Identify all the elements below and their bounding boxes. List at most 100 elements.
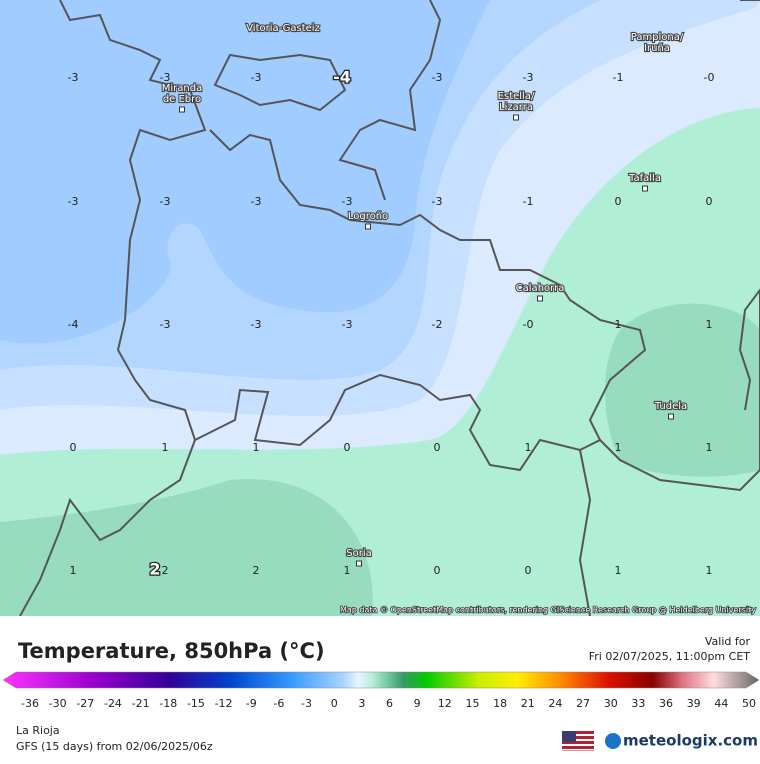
grid-value: -0 [523,318,534,331]
grid-value: 1 [525,441,532,454]
city-marker [642,185,648,192]
grid-value: 1 [253,441,260,454]
tick-label: -30 [49,697,67,710]
grid-value: 0 [525,564,532,577]
tick-label: -21 [132,697,150,710]
tick-label: 24 [548,697,562,710]
tick-label: -18 [159,697,177,710]
tick-label: 21 [521,697,535,710]
tick-label: -6 [273,697,284,710]
grid-value: 0 [706,195,713,208]
grid-value: 0 [70,441,77,454]
city-marker [513,114,519,121]
region: La Rioja [16,724,60,737]
extremum-low: -4 [333,68,351,87]
city-label: Logroño [348,211,388,222]
city-label: Miranda [162,83,202,94]
grid-value: 0 [434,564,441,577]
tick-label: 0 [331,697,338,710]
city-label: Calahorra [516,283,565,294]
color-bar [2,671,760,689]
grid-value: 1 [706,564,713,577]
grid-value: 0 [615,195,622,208]
grid-value: 1 [70,564,77,577]
grid-value: -3 [432,71,443,84]
tick-label: 39 [687,697,701,710]
grid-value: -3 [160,71,171,84]
grid-value: 1 [344,564,351,577]
tick-label: 30 [604,697,618,710]
value-layer: -3 -3 -3 -3 -3 -1 -0 -3 -3 -3 -3 -3 -1 0 0 -4 -3 -3 -3 -2 -0… [68,66,715,580]
grid-value: 1 [706,318,713,331]
tick-label: 12 [438,697,452,710]
valid-label: Valid for [705,635,751,648]
city-label: Iruña [644,43,670,54]
grid-value: 2 [162,564,169,577]
tick-label: -3 [301,697,312,710]
extremum-high: 2 [149,560,160,579]
grid-value: 1 [615,318,622,331]
brand[interactable]: meteologix.com [623,732,758,750]
tick-label: 27 [576,697,590,710]
grid-value: 0 [344,441,351,454]
grid-value: -3 [251,195,262,208]
city-label: Pamplona/ [631,32,684,43]
temp-zone [0,479,373,616]
city-label: de Ebro [163,94,201,105]
city-label: Tudela [654,401,687,412]
grid-value: -3 [160,195,171,208]
temp-zone [0,0,490,344]
grid-value: -3 [68,71,79,84]
city-marker [365,223,371,230]
city-marker [537,295,543,302]
tick-label: 3 [358,697,365,710]
tick-label: -36 [21,697,39,710]
temp-zone [605,303,760,477]
logo-icon [605,733,621,749]
city-marker [668,413,674,420]
grid-value: 1 [706,441,713,454]
grid-value: -3 [251,318,262,331]
grid-value: 0 [434,441,441,454]
tick-label: 9 [414,697,421,710]
tick-label: 36 [659,697,673,710]
grid-value: -3 [251,71,262,84]
grid-value: -4 [68,318,79,331]
grid-value: -0 [704,71,715,84]
grid-value: 1 [615,564,622,577]
city-label: Tafalla [628,173,661,184]
tick-label: 44 [714,697,728,710]
valid-time: Fri 02/07/2025, 11:00pm CET [589,650,751,663]
city-label: Vitoria-Gasteiz [246,23,320,34]
grid-value: -3 [342,195,353,208]
city-marker [356,560,362,567]
grid-value: -3 [342,318,353,331]
tick-label: 33 [631,697,645,710]
city-label: Soria [346,548,371,559]
grid-value: -2 [432,318,443,331]
tick-label: -15 [187,697,205,710]
city-marker [179,106,185,113]
tick-label: -9 [246,697,257,710]
grid-value: -1 [523,195,534,208]
model-run: GFS (15 days) from 02/06/2025/06z [16,740,213,753]
attribution: Map data © OpenStreetMap contributors, r… [340,606,756,615]
grid-value: 2 [253,564,260,577]
tick-label: 18 [493,697,507,710]
grid-value: -3 [160,318,171,331]
color-bar-ticks: -36 -30 -27 -24 -21 -18 -15 -12 -9 -6 -3 0 3 6 9 12 15 18… [21,697,756,710]
title: Temperature, 850hPa (°C) [18,639,325,663]
grid-value: -3 [68,195,79,208]
city-label: Lizarra [499,102,533,113]
grid-value: 1 [615,441,622,454]
tick-label: 6 [386,697,393,710]
grid-value: -3 [523,71,534,84]
tick-label: -24 [104,697,122,710]
tick-label: 50 [742,697,756,710]
tick-label: 15 [465,697,479,710]
tick-label: -12 [215,697,233,710]
borders [19,0,760,617]
grid-value: -1 [613,71,624,84]
